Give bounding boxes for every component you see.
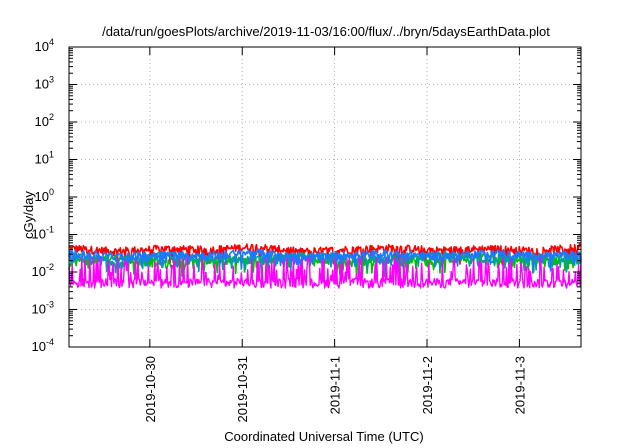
y-tick-label: 100 bbox=[35, 187, 54, 204]
y-tick-base: 10 bbox=[35, 152, 49, 167]
y-tick-exponent: -1 bbox=[46, 225, 54, 235]
chart-title: /data/run/goesPlots/archive/2019-11-03/1… bbox=[102, 24, 550, 39]
y-tick-label: 102 bbox=[35, 112, 54, 129]
x-tick-label: 2019-10-30 bbox=[143, 356, 158, 423]
y-tick-base: 10 bbox=[32, 264, 46, 279]
y-tick-base: 10 bbox=[35, 77, 49, 92]
series-line-1 bbox=[68, 243, 582, 267]
y-tick-exponent: 1 bbox=[49, 150, 54, 160]
series-line-3 bbox=[68, 250, 582, 277]
y-tick-exponent: 4 bbox=[49, 37, 54, 47]
y-tick-base: 10 bbox=[32, 339, 46, 354]
x-tick-label: 2019-11-1 bbox=[328, 356, 343, 414]
y-tick-label: 104 bbox=[35, 37, 54, 54]
y-tick-label: 10-2 bbox=[32, 262, 54, 279]
y-tick-base: 10 bbox=[35, 114, 49, 129]
x-tick-label: 2019-10-31 bbox=[235, 356, 250, 423]
x-axis-label: Coordinated Universal Time (UTC) bbox=[224, 429, 423, 444]
grid-layer bbox=[69, 47, 581, 347]
x-tick-label: 2019-11-2 bbox=[420, 356, 435, 414]
y-tick-exponent: 3 bbox=[49, 75, 54, 85]
y-tick-label: 103 bbox=[35, 75, 54, 92]
y-axis-label: cGy/day bbox=[21, 191, 36, 239]
series-layer bbox=[68, 243, 582, 289]
y-tick-base: 10 bbox=[35, 39, 49, 54]
y-tick-base: 10 bbox=[35, 189, 49, 204]
y-tick-label: 10-3 bbox=[32, 300, 54, 317]
y-tick-exponent: -3 bbox=[46, 300, 54, 310]
y-tick-exponent: 2 bbox=[49, 112, 54, 122]
y-tick-base: 10 bbox=[32, 227, 46, 242]
y-tick-exponent: -2 bbox=[46, 262, 54, 272]
x-tick-label: 2019-11-3 bbox=[512, 356, 527, 414]
series-line-4 bbox=[68, 248, 582, 273]
y-tick-exponent: 0 bbox=[49, 187, 54, 197]
y-tick-label: 10-1 bbox=[32, 225, 54, 242]
series-line-5 bbox=[68, 257, 582, 289]
tick-layer: 10-410-310-210-11001011021031042019-10-3… bbox=[32, 37, 581, 423]
y-tick-label: 10-4 bbox=[32, 337, 54, 354]
y-tick-base: 10 bbox=[32, 302, 46, 317]
y-tick-exponent: -4 bbox=[46, 337, 54, 347]
y-tick-label: 101 bbox=[35, 150, 54, 167]
